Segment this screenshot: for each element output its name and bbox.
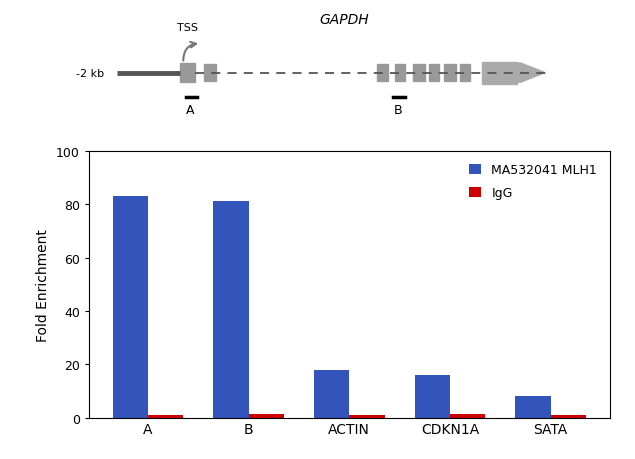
- Text: GAPDH: GAPDH: [319, 13, 369, 27]
- Bar: [444, 65, 456, 82]
- Bar: [213, 202, 248, 418]
- Bar: [516, 397, 551, 418]
- Bar: [112, 197, 148, 418]
- Bar: [314, 370, 349, 418]
- Text: B: B: [394, 104, 403, 117]
- FancyArrow shape: [518, 64, 545, 83]
- Bar: [460, 65, 470, 82]
- Bar: [396, 65, 405, 82]
- Bar: [204, 65, 216, 82]
- Bar: [180, 64, 195, 83]
- Y-axis label: Fold Enrichment: Fold Enrichment: [36, 228, 50, 341]
- Legend: MA532041 MLH1, IgG: MA532041 MLH1, IgG: [463, 158, 603, 206]
- Bar: [482, 62, 517, 84]
- Bar: [377, 65, 389, 82]
- Text: TSS: TSS: [177, 22, 198, 33]
- Bar: [248, 414, 284, 418]
- Bar: [413, 65, 425, 82]
- Text: -2 kb: -2 kb: [76, 68, 105, 78]
- Bar: [450, 414, 485, 418]
- Bar: [429, 65, 439, 82]
- Text: A: A: [186, 104, 194, 117]
- Bar: [349, 415, 385, 418]
- Bar: [415, 375, 450, 418]
- Bar: [148, 415, 183, 418]
- Bar: [551, 415, 586, 418]
